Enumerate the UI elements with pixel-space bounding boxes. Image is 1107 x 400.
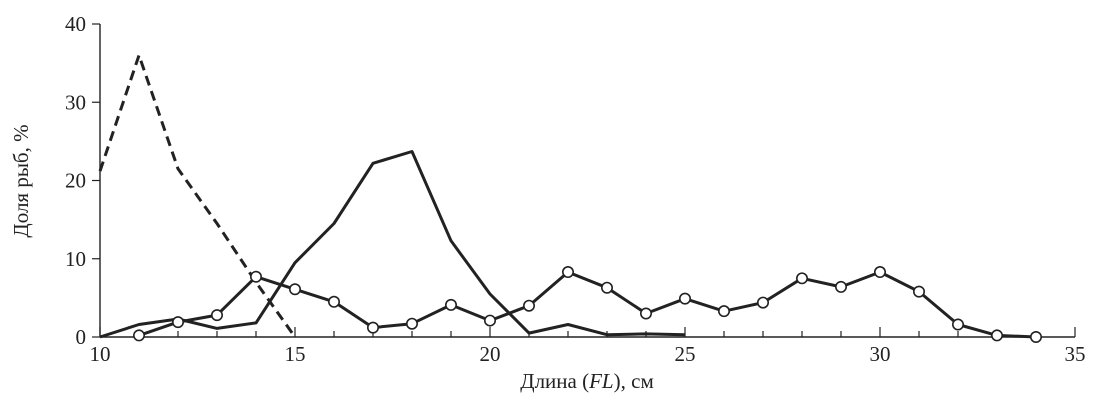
y-axis-title: Доля рыб, % (9, 124, 33, 237)
x-axis-title-italic: FL (588, 369, 614, 393)
data-point-marker (912, 285, 925, 298)
data-point-marker (327, 295, 340, 308)
y-tick-label: 40 (65, 12, 86, 36)
data-point-marker (639, 307, 652, 320)
x-tick-label: 15 (285, 342, 306, 366)
data-point-marker (951, 318, 964, 331)
data-point-marker (990, 329, 1003, 342)
y-tick-label: 10 (65, 247, 86, 271)
data-point-marker (211, 309, 224, 322)
data-point-marker (873, 266, 886, 279)
series-line-2 (99, 150, 686, 339)
data-point-marker (133, 329, 146, 342)
data-point-marker (522, 299, 535, 312)
data-point-marker (405, 317, 418, 330)
x-tick-label: 30 (870, 342, 891, 366)
x-tick-label: 20 (480, 342, 501, 366)
data-point-marker (600, 281, 613, 294)
x-tick-label: 35 (1065, 342, 1086, 366)
x-tick-label: 25 (675, 342, 696, 366)
chart-series (98, 53, 1043, 343)
data-point-marker (717, 305, 730, 318)
y-tick-label: 0 (76, 325, 87, 349)
x-axis-title-part: Длина ( (520, 369, 589, 393)
data-point-marker (288, 283, 301, 296)
x-tick-label: 10 (90, 342, 111, 366)
x-axis-title: Длина (FL), см (520, 369, 653, 393)
data-point-marker (1030, 330, 1043, 343)
series-line-1 (98, 53, 297, 338)
data-point-marker (834, 280, 847, 293)
y-tick-label: 20 (65, 169, 86, 193)
data-point-marker (366, 321, 379, 334)
data-point-marker (483, 314, 496, 327)
data-point-marker (444, 298, 457, 311)
data-point-marker (172, 316, 185, 329)
data-point-marker (250, 270, 263, 283)
series-line-3 (138, 270, 1037, 339)
x-axis-title-part: ), см (614, 369, 654, 393)
data-point-marker (795, 272, 808, 285)
data-point-marker (678, 292, 691, 305)
data-point-marker (561, 266, 574, 279)
y-tick-label: 30 (65, 90, 86, 114)
data-point-marker (756, 296, 769, 309)
